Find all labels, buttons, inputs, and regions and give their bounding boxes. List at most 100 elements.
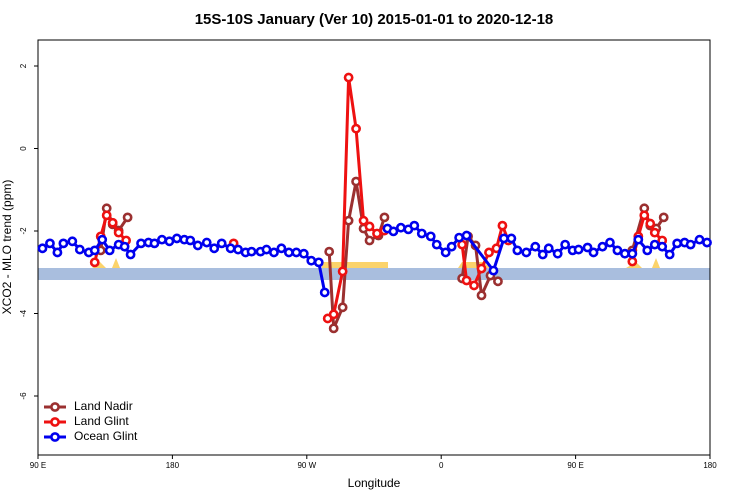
data-point	[552, 248, 563, 259]
data-point	[45, 238, 55, 249]
data-point	[461, 230, 472, 241]
data-point	[324, 246, 335, 257]
legend-swatch-marker	[50, 432, 60, 442]
data-point	[319, 287, 330, 298]
data-point	[597, 241, 608, 252]
data-point	[291, 247, 302, 258]
data-point	[192, 240, 203, 251]
data-point	[657, 241, 668, 252]
data-point	[642, 245, 653, 256]
data-point	[233, 244, 244, 255]
x-tick-label: 180	[166, 461, 180, 470]
x-tick-label: 0	[439, 461, 444, 470]
y-tick-label: -2	[19, 227, 28, 235]
data-point	[664, 249, 675, 260]
x-tick-label: 180	[703, 461, 717, 470]
data-point	[209, 243, 220, 254]
data-point	[136, 238, 146, 249]
data-point	[694, 234, 705, 245]
data-point	[364, 221, 375, 232]
data-point	[395, 222, 406, 233]
data-point	[364, 235, 375, 246]
x-tick-label: 90 W	[297, 461, 316, 470]
data-point	[521, 247, 532, 258]
data-point	[493, 276, 503, 287]
background-band	[38, 258, 710, 280]
data-point	[269, 247, 279, 258]
data-point	[627, 256, 638, 267]
data-point	[488, 265, 499, 276]
data-point	[306, 255, 317, 266]
data-point	[639, 210, 650, 221]
data-point	[537, 249, 548, 260]
data-point	[388, 226, 399, 237]
data-point	[425, 231, 436, 242]
data-point	[416, 228, 427, 239]
data-point	[97, 234, 108, 245]
data-point	[58, 238, 69, 249]
data-point	[283, 247, 294, 258]
data-point	[276, 243, 287, 254]
data-point	[351, 123, 361, 134]
data-point	[298, 248, 309, 259]
data-point	[497, 220, 508, 231]
data-point	[543, 243, 554, 254]
data-point	[164, 236, 175, 247]
data-point	[512, 245, 523, 256]
data-point	[216, 238, 227, 249]
data-point	[499, 233, 509, 244]
data-point	[588, 247, 599, 258]
data-point	[185, 235, 196, 246]
data-point	[372, 228, 382, 239]
data-point	[157, 234, 167, 245]
y-axis-label: XCO2 - MLO trend (ppm)	[0, 180, 14, 315]
x-tick-label: 90 E	[567, 461, 583, 470]
data-point	[645, 218, 656, 229]
y-tick-label: 2	[19, 63, 28, 68]
data-point	[573, 244, 584, 255]
data-point	[431, 239, 442, 250]
data-point	[89, 257, 100, 268]
y-tick-label: -6	[19, 392, 28, 400]
legend-label: Ocean Glint	[74, 429, 138, 443]
ocean-band	[38, 268, 710, 280]
legend-swatch-marker	[50, 417, 60, 427]
y-tick-label: -4	[19, 309, 28, 317]
data-point	[476, 290, 487, 301]
data-point	[101, 210, 112, 221]
data-point	[337, 302, 348, 313]
data-point	[379, 212, 390, 223]
data-point	[685, 239, 696, 250]
data-point	[225, 243, 236, 254]
data-point	[627, 248, 638, 259]
land-patch	[322, 262, 388, 268]
legend-label: Land Glint	[74, 414, 129, 428]
data-point	[506, 233, 517, 244]
data-point	[67, 236, 78, 247]
data-point	[328, 309, 339, 320]
data-point	[119, 241, 130, 252]
data-point	[104, 245, 115, 256]
data-point	[52, 247, 63, 258]
data-point	[658, 212, 669, 223]
data-point	[113, 227, 124, 238]
legend-swatch-marker	[50, 402, 60, 412]
data-point	[37, 243, 48, 254]
chart-title: 15S-10S January (Ver 10) 2015-01-01 to 2…	[195, 11, 554, 28]
data-point	[107, 217, 118, 228]
data-point	[171, 233, 182, 244]
data-point	[582, 242, 593, 253]
land-patch	[112, 258, 120, 268]
data-point	[328, 323, 339, 334]
data-point	[74, 244, 85, 255]
data-point	[484, 247, 494, 258]
y-tick-label: 0	[19, 146, 28, 151]
data-point	[605, 237, 615, 248]
data-point	[122, 212, 133, 223]
data-point	[149, 238, 160, 249]
data-point	[261, 244, 272, 255]
data-point	[461, 275, 472, 286]
data-point	[672, 238, 683, 249]
